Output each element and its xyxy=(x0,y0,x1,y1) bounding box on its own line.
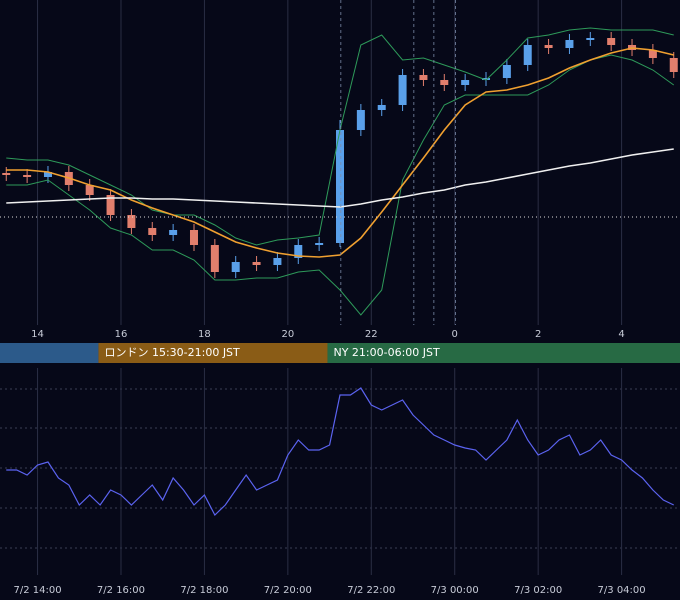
candle-body xyxy=(231,262,240,272)
session-label: ロンドン 15:30-21:00 JST xyxy=(104,346,240,359)
candle-body xyxy=(523,45,532,65)
x-tick-label: 7/3 02:00 xyxy=(514,585,562,596)
x-tick-label: 7/3 04:00 xyxy=(598,585,646,596)
x-tick-label: 22 xyxy=(365,329,378,340)
candle-body xyxy=(210,245,219,272)
candle-body xyxy=(169,230,178,235)
indicator-line xyxy=(6,47,674,258)
candle-body xyxy=(544,45,553,48)
candle-body xyxy=(669,58,678,72)
candle-body xyxy=(440,80,449,85)
candle-body xyxy=(502,65,511,78)
oscillator-line xyxy=(6,387,675,516)
session-band xyxy=(327,343,680,363)
x-tick-label: 7/2 20:00 xyxy=(264,585,312,596)
candle-body xyxy=(398,75,407,105)
candle-body xyxy=(2,173,11,175)
candle-body xyxy=(23,175,32,177)
x-tick-label: 7/2 18:00 xyxy=(180,585,228,596)
candle-body xyxy=(273,258,282,265)
candle-body xyxy=(648,50,657,58)
x-tick-label: 0 xyxy=(452,329,458,340)
indicator-line xyxy=(6,148,674,208)
session-band xyxy=(0,343,99,363)
x-tick-label: 7/2 16:00 xyxy=(97,585,145,596)
candle-body xyxy=(586,38,595,40)
candle-body xyxy=(315,243,324,245)
candle-body xyxy=(106,195,115,215)
session-band xyxy=(98,343,328,363)
candle-body xyxy=(252,262,261,265)
indicator-line xyxy=(6,27,674,246)
candle-body xyxy=(356,110,365,130)
candle-body xyxy=(148,228,157,235)
candle-body xyxy=(419,75,428,80)
candle-body xyxy=(461,80,470,85)
x-tick-label: 7/2 14:00 xyxy=(13,585,61,596)
x-tick-label: 2 xyxy=(535,329,541,340)
x-tick-label: 16 xyxy=(115,329,128,340)
candle-body xyxy=(127,215,136,228)
candle-body xyxy=(43,172,52,177)
x-tick-label: 7/3 00:00 xyxy=(431,585,479,596)
candle-body xyxy=(607,38,616,45)
x-tick-label: 4 xyxy=(618,329,624,340)
x-tick-label: 18 xyxy=(198,329,211,340)
candle-body xyxy=(336,130,344,243)
candle-body xyxy=(482,78,491,80)
candle-body xyxy=(565,40,574,48)
candle-body xyxy=(85,185,94,195)
session-label: NY 21:00-06:00 JST xyxy=(333,346,440,359)
indicator-line xyxy=(6,54,675,316)
candle-body xyxy=(189,230,198,245)
x-tick-label: 7/2 22:00 xyxy=(347,585,395,596)
candle-body xyxy=(377,105,386,110)
x-tick-label: 14 xyxy=(31,329,44,340)
x-tick-label: 20 xyxy=(281,329,294,340)
candle-body xyxy=(294,245,303,258)
